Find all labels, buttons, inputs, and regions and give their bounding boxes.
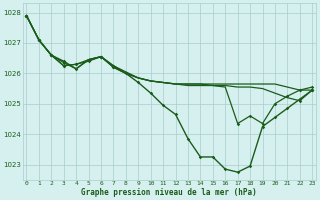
- X-axis label: Graphe pression niveau de la mer (hPa): Graphe pression niveau de la mer (hPa): [82, 188, 257, 197]
